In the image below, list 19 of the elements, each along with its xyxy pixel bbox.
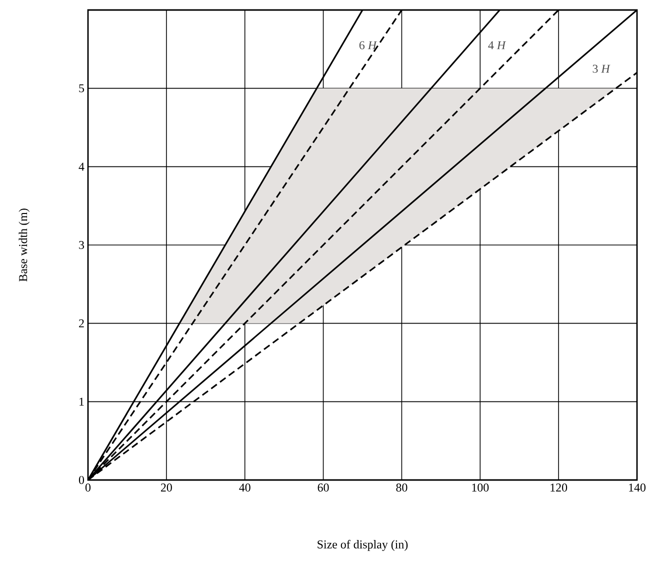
x-axis-title: Size of display (in) (318, 540, 408, 551)
annotation: 6 H (359, 41, 378, 50)
annotation: 4 H (488, 41, 506, 50)
y-tick-label: 0 (78, 476, 84, 484)
x-tick-label: 80 (396, 484, 408, 492)
y-tick-label: 2 (79, 319, 84, 328)
x-tick-label: 40 (239, 484, 250, 492)
x-tick-label: 20 (160, 484, 172, 492)
annotation: 3 H (592, 64, 610, 73)
x-tick-label: 120 (550, 484, 568, 492)
y-axis-title: Base width (m) (18, 208, 30, 282)
y-tick-label: 4 (78, 162, 84, 171)
x-tick-label: 100 (472, 484, 489, 492)
y-tick-label: 3 (79, 240, 84, 250)
x-tick-label: 60 (318, 484, 329, 492)
x-tick-label: 0 (85, 484, 91, 492)
y-tick-label: 5 (79, 84, 84, 92)
y-tick-label: 1 (80, 398, 84, 406)
x-tick-label: 140 (629, 484, 646, 492)
